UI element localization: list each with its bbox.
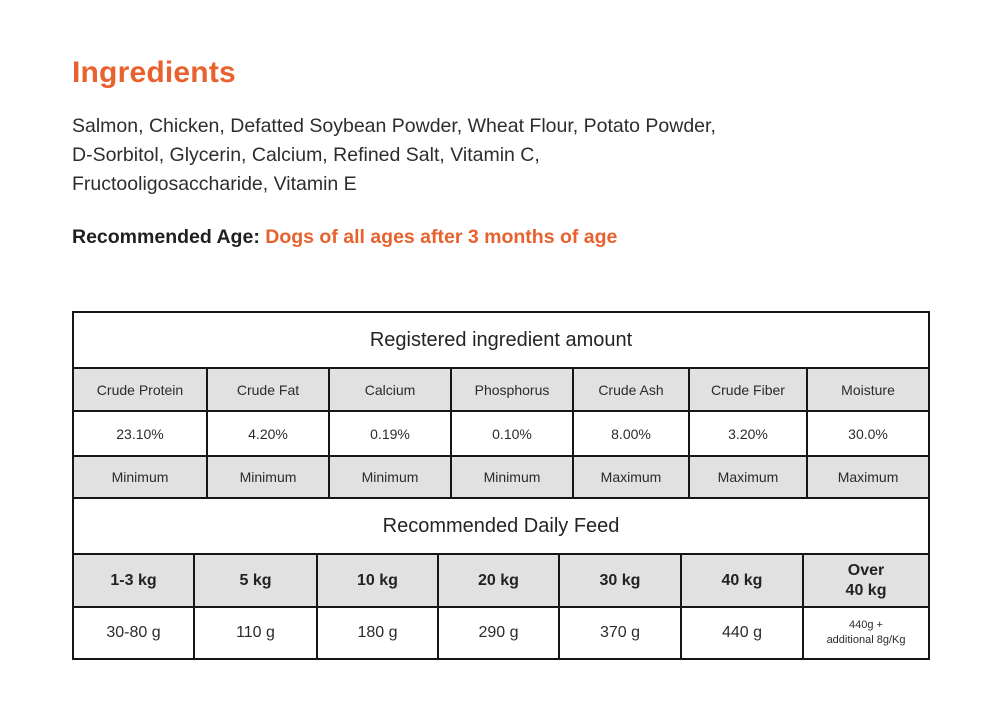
ingredient-limit-row: Minimum Minimum Minimum Minimum Maximum … [72,455,931,499]
recommended-age-label: Recommended Age: [72,226,266,248]
weight-cell: 1-3 kg [72,553,195,608]
weight-cell: 10 kg [316,553,439,608]
feed-table-title-row: Recommended Daily Feed [71,497,931,555]
content-area: Ingredients Salmon, Chicken, Defatted So… [71,56,931,660]
limit-cell: Maximum [805,455,931,499]
limit-cell: Maximum [688,455,808,499]
value-cell: 23.10% [72,410,208,457]
registered-ingredient-table: Registered ingredient amount Crude Prote… [71,311,931,499]
ingredient-table-title-row: Registered ingredient amount [71,311,931,369]
amount-cell: 440g + additional 8g/Kg [801,606,931,660]
amount-cell: 110 g [193,606,318,660]
ingredient-value-row: 23.10% 4.20% 0.19% 0.10% 8.00% 3.20% 30.… [72,410,931,457]
value-cell: 4.20% [206,410,330,457]
header-cell: Moisture [805,367,931,412]
limit-cell: Maximum [572,455,690,499]
weight-cell: 5 kg [193,553,318,608]
value-cell: 30.0% [805,410,931,457]
ingredient-header-row: Crude Protein Crude Fat Calcium Phosphor… [72,367,931,412]
ingredients-heading: Ingredients [72,56,236,89]
weight-cell: 30 kg [558,553,682,608]
amount-cell: 290 g [437,606,560,660]
limit-cell: Minimum [206,455,330,499]
value-cell: 8.00% [572,410,690,457]
amount-cell: 30-80 g [72,606,195,660]
weight-cell: 20 kg [437,553,560,608]
feed-weight-row: 1-3 kg 5 kg 10 kg 20 kg 30 kg 40 kg Over… [72,553,931,608]
amount-cell: 180 g [316,606,439,660]
header-cell: Crude Ash [572,367,690,412]
weight-cell: Over 40 kg [801,553,931,608]
limit-cell: Minimum [450,455,574,499]
weight-cell: 40 kg [680,553,804,608]
recommended-age-value: Dogs of all ages after 3 months of age [265,226,618,248]
value-cell: 0.10% [450,410,574,457]
amount-cell: 370 g [558,606,682,660]
header-cell: Calcium [328,367,452,412]
limit-cell: Minimum [328,455,452,499]
value-cell: 3.20% [688,410,808,457]
header-cell: Crude Protein [72,367,208,412]
limit-cell: Minimum [72,455,208,499]
amount-cell: 440 g [680,606,804,660]
feed-table-title: Recommended Daily Feed [71,497,931,555]
header-cell: Phosphorus [450,367,574,412]
ingredient-table-title: Registered ingredient amount [71,311,931,369]
recommended-age-line: Recommended Age: Dogs of all ages after … [72,226,928,249]
daily-feed-table: Recommended Daily Feed 1-3 kg 5 kg 10 kg… [71,497,931,660]
header-cell: Crude Fiber [688,367,808,412]
header-cell: Crude Fat [206,367,330,412]
value-cell: 0.19% [328,410,452,457]
feed-amount-row: 30-80 g 110 g 180 g 290 g 370 g 440 g 44… [72,606,931,660]
ingredients-list-text: Salmon, Chicken, Defatted Soybean Powder… [72,115,716,195]
